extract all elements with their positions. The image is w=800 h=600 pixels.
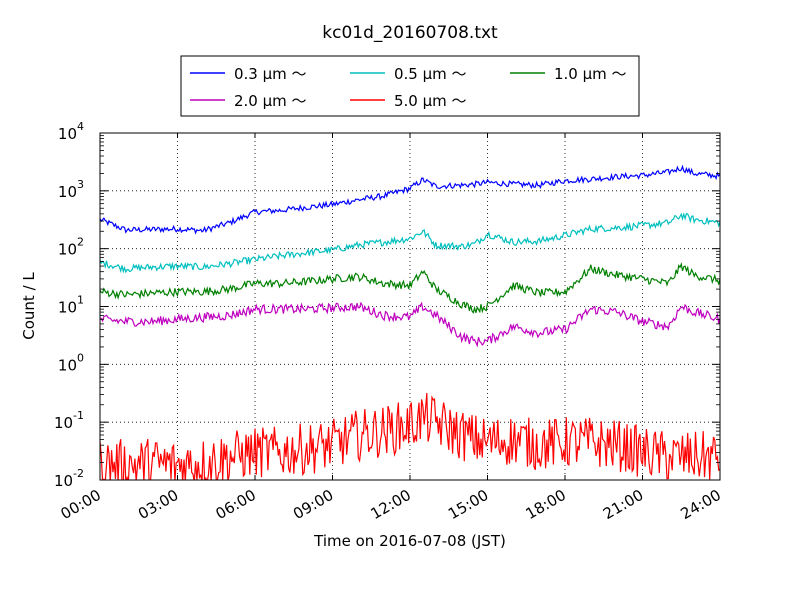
y-tick-exponent: -2 [73, 467, 84, 480]
y-tick-exponent: 3 [77, 178, 84, 191]
x-tick-label: 09:00 [290, 486, 336, 523]
x-tick-label: 00:00 [58, 486, 104, 523]
series-line-0 [100, 164, 720, 235]
y-tick-label: 10-2 [54, 467, 84, 490]
axis-ticks: 00:00 03:00 06:00 09:00 12:00 15:00 18:00 21:00… [54, 120, 724, 523]
legend-label-3: 2.0 μm ～ [234, 92, 307, 110]
x-axis-label: Time on 2016-07-08 (JST) [313, 532, 506, 550]
legend-label-1: 0.5 μm ～ [394, 65, 467, 83]
series-line-1 [100, 212, 720, 274]
series-line-2 [100, 261, 720, 314]
series-line-3 [100, 301, 720, 348]
x-tick-label: 03:00 [135, 486, 181, 523]
y-tick-exponent: 1 [77, 294, 84, 307]
y-tick-label: 103 [58, 178, 84, 201]
y-axis-label: Count / L [20, 272, 38, 340]
y-tick-exponent: 2 [77, 236, 84, 249]
x-tick-label: 06:00 [213, 486, 259, 523]
y-tick-exponent: 0 [77, 351, 84, 364]
y-tick-exponent: 4 [77, 120, 84, 133]
y-tick-label: 100 [58, 351, 84, 374]
chart-title: kc01d_20160708.txt [322, 23, 498, 43]
x-tick-label: 15:00 [445, 486, 491, 523]
x-tick-label: 18:00 [523, 486, 569, 523]
y-tick-exponent: -1 [73, 409, 84, 422]
grid-lines [100, 133, 720, 480]
x-tick-label: 24:00 [678, 486, 724, 523]
legend: 0.3 μm ～ 0.5 μm ～ 1.0 μm ～ 2.0 μm ～ 5.0 μm ～ [180, 55, 640, 117]
legend-box [180, 55, 640, 117]
series-line-4 [100, 392, 720, 480]
x-tick-label: 21:00 [600, 486, 646, 523]
y-tick-label: 104 [58, 120, 84, 143]
series-layer [100, 164, 720, 480]
legend-label-4: 5.0 μm ～ [394, 92, 467, 110]
y-tick-label: 101 [58, 294, 84, 317]
legend-label-2: 1.0 μm ～ [554, 65, 627, 83]
x-tick-label: 12:00 [368, 486, 414, 523]
y-tick-label: 102 [58, 236, 84, 259]
legend-label-0: 0.3 μm ～ [234, 65, 307, 83]
y-tick-label: 10-1 [54, 409, 84, 432]
